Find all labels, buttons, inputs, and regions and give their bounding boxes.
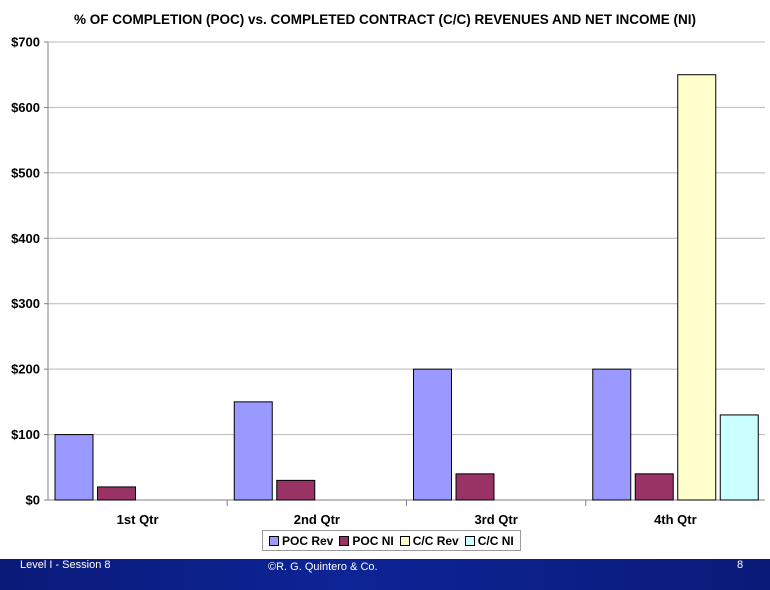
legend: POC Rev POC NI C/C Rev C/C NI [262, 530, 521, 551]
bar [634, 473, 674, 501]
bar [233, 401, 273, 501]
legend-item: C/C NI [464, 533, 514, 548]
legend-swatch [269, 535, 279, 546]
legend-swatch [399, 535, 410, 546]
bar [677, 74, 717, 501]
legend-item: POC NI [339, 533, 394, 548]
legend-label: C/C Rev [412, 533, 459, 548]
bar [97, 486, 136, 501]
legend-swatch [339, 535, 350, 546]
x-tick-label: 4th Qtr [654, 512, 697, 527]
footer-page-number: 8 [737, 559, 744, 571]
legend-item: C/C Rev [399, 533, 459, 548]
bar [455, 473, 495, 501]
y-tick-label: $200 [11, 362, 40, 377]
gridlines [48, 41, 765, 501]
y-tick-label: $700 [11, 35, 40, 50]
bar [413, 368, 452, 501]
y-tick-label: $300 [11, 296, 40, 311]
bar [592, 368, 632, 501]
y-tick-label: $0 [26, 493, 40, 508]
bar [276, 479, 316, 501]
legend-label: POC Rev [282, 533, 334, 548]
footer-session-label: Level I - Session 8 [20, 559, 111, 571]
chart-title: % OF COMPLETION (POC) vs. COMPLETED CONT… [73, 12, 696, 27]
axes [44, 41, 765, 506]
legend-label: C/C NI [477, 533, 514, 548]
x-tick-label: 3rd Qtr [474, 512, 517, 527]
bar [719, 414, 759, 501]
y-tick-label: $500 [11, 165, 40, 180]
legend-swatch [464, 535, 475, 546]
footer-copyright: ©R. G. Quintero & Co. [268, 561, 378, 573]
legend-item: POC Rev [269, 534, 333, 548]
x-tick-label: 2nd Qtr [294, 512, 340, 527]
axis-labels: $0 $100 $200 $300 $400 $500 $600 $700 1st Qtr 2nd… [11, 35, 697, 528]
footer-bar: Level I - Session 8 ©R. G. Quintero & Co… [0, 559, 770, 590]
bars [54, 74, 759, 501]
legend-label: POC NI [352, 533, 394, 548]
y-tick-label: $600 [11, 100, 40, 115]
x-tick-label: 1st Qtr [117, 512, 159, 527]
y-tick-label: $100 [11, 427, 40, 442]
y-tick-label: $400 [11, 231, 40, 246]
bar [54, 434, 94, 501]
